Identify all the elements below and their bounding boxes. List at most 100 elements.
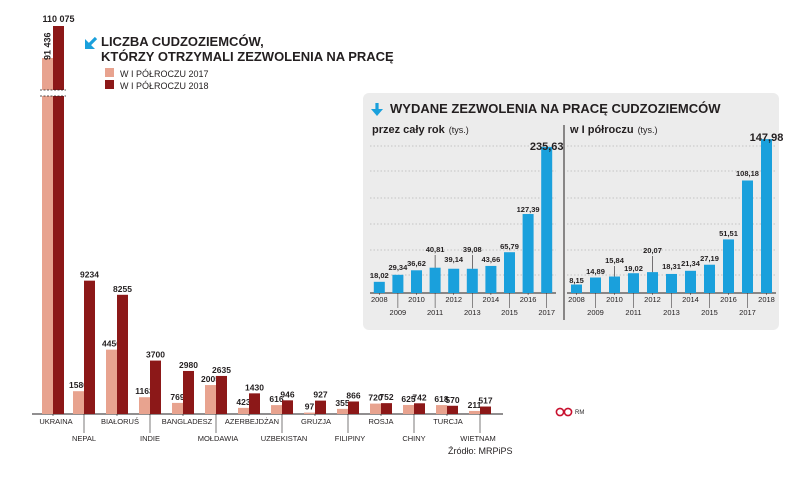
inset-half-year-chart: 8,15 2008 14,89 2009 15,84 2010 19,02 2011 20,07… (567, 132, 783, 317)
inset-year-label-2008: 2008 (371, 295, 388, 304)
inset-year-label-2018: 2018 (758, 295, 775, 304)
legend-label-2018: W I PÓŁROCZU 2018 (120, 81, 209, 91)
value-label-2018-turcja: 570 (445, 395, 459, 405)
inset-bar-2014 (485, 265, 497, 293)
category-label-ukraina: UKRAINA (39, 417, 72, 426)
inset-value-label-2013: 39,08 (463, 245, 482, 254)
inset-value-label-2013: 18,31 (662, 262, 681, 271)
inset-yearly-chart: 18,02 2008 29,34 2009 36,62 2010 40,81 2011 39,1… (370, 141, 564, 317)
legend: W I PÓŁROCZU 2017 W I PÓŁROCZU 2018 (105, 68, 209, 91)
inset-right-subtitle: w I półroczu (tys.) (569, 124, 658, 136)
inset-bar-2012 (448, 268, 460, 293)
value-label-2017-uzbekistan: 616 (269, 394, 283, 404)
value-label-2018-azerbejdżan: 1430 (245, 382, 264, 392)
inset-left-subtitle: przez cały rok (tys.) (372, 124, 469, 136)
inset-value-label-2010: 15,84 (605, 256, 625, 265)
inset-year-label-2016: 2016 (720, 295, 737, 304)
value-label-2017-indie: 1163 (135, 386, 154, 396)
inset-bar-2015 (504, 252, 515, 293)
category-label-rosja: ROSJA (368, 417, 393, 426)
inset-bar-2017 (742, 180, 753, 293)
value-label-2017-gruzja: 97 (305, 402, 315, 412)
value-label-2017-białoruś: 4456 (102, 339, 121, 349)
value-label-2018-uzbekistan: 946 (280, 389, 294, 399)
bar-2018-mołdawia (216, 375, 227, 414)
bar-2017-ukraina (42, 58, 53, 414)
bar-2017-uzbekistan (271, 405, 282, 414)
inset-year-label-2017: 2017 (739, 308, 756, 317)
inset-value-label-2017: 108,18 (736, 169, 759, 178)
legend-swatch-2017 (105, 68, 114, 77)
inset-year-label-2013: 2013 (464, 308, 481, 317)
inset-year-label-2010: 2010 (606, 295, 623, 304)
value-label-2018-rosja: 752 (379, 392, 393, 402)
category-label-mołdawia: MOŁDAWIA (198, 434, 239, 443)
value-label-2018-filipiny: 866 (346, 390, 360, 400)
inset-value-label-2016: 127,39 (517, 205, 540, 214)
inset-bar-2016 (522, 214, 534, 293)
value-label-2017-chiny: 625 (401, 394, 415, 404)
inset-value-label-2012: 20,07 (643, 246, 662, 255)
bar-2018-gruzja (315, 400, 326, 414)
inset-bar-2018 (761, 139, 772, 293)
inset-value-label-2010: 36,62 (407, 259, 426, 268)
inset-bar-2011 (628, 273, 639, 293)
value-label-2017-rosja: 720 (368, 393, 382, 403)
bar-2017-gruzja (304, 412, 315, 414)
value-label-2018-bangladesz: 2980 (179, 360, 198, 370)
inset-value-label-2008: 18,02 (370, 271, 389, 280)
inset-year-label-2014: 2014 (483, 295, 500, 304)
inset-bar-2010 (609, 276, 620, 293)
value-label-2018-wietnam: 517 (478, 396, 492, 406)
main-title-line-2: KTÓRZY OTRZYMALI ZEZWOLENIA NA PRACĘ (101, 49, 394, 64)
value-label-2017-filipiny: 355 (335, 398, 349, 408)
bar-2018-białoruś (117, 294, 128, 414)
bar-2017-wietnam (469, 410, 480, 414)
bar-2018-chiny (414, 403, 425, 414)
inset-year-label-2012: 2012 (445, 295, 462, 304)
inset-year-label-2012: 2012 (644, 295, 661, 304)
value-label-2017-ukraina: 91 436 (43, 32, 53, 60)
category-label-chiny: CHINY (402, 434, 425, 443)
bar-2017-białoruś (106, 349, 117, 414)
category-label-wietnam: WIETNAM (460, 434, 495, 443)
bar-2018-uzbekistan (282, 400, 293, 414)
inset-value-label-2017: 235,63 (530, 141, 564, 153)
category-label-białoruś: BIAŁORUŚ (101, 417, 139, 426)
inset-value-label-2011: 19,02 (624, 264, 643, 273)
category-label-turcja: TURCJA (433, 417, 463, 426)
inset-bar-2015 (704, 264, 715, 293)
inset-value-label-2008: 8,15 (569, 276, 584, 285)
bar-2017-mołdawia (205, 385, 216, 414)
inset-value-label-2009: 29,34 (389, 263, 409, 272)
inset-value-label-2016: 51,51 (719, 229, 738, 238)
inset-year-label-2010: 2010 (408, 295, 425, 304)
bar-2018-filipiny (348, 401, 359, 414)
category-label-uzbekistan: UZBEKISTAN (261, 434, 308, 443)
inset-bar-2011 (429, 267, 441, 293)
inset-title-group: WYDANE ZEZWOLENIA NA PRACĘ CUDZOZIEMCÓW (371, 101, 721, 116)
inset-year-label-2011: 2011 (427, 308, 443, 317)
category-label-gruzja: GRUZJA (301, 417, 331, 426)
arrow-down-icon (371, 103, 383, 116)
inset-value-label-2014: 21,34 (681, 259, 701, 268)
main-bar-chart: 91 436 110 075 UKRAINA 1580 9234 NEPAL 4456 825… (32, 14, 503, 443)
bar-2018-wietnam (480, 406, 491, 414)
bar-2017-bangladesz (172, 402, 183, 414)
bar-2018-indie (150, 360, 161, 414)
category-label-nepal: NEPAL (72, 434, 96, 443)
bar-2018-rosja (381, 403, 392, 414)
main-title-line-1: LICZBA CUDZOZIEMCÓW, (101, 34, 264, 49)
legend-swatch-2018 (105, 80, 114, 89)
value-label-2017-mołdawia: 2005 (201, 374, 220, 384)
source-note: Źródło: MRPiPS (448, 446, 513, 456)
inset-year-label-2014: 2014 (682, 295, 699, 304)
bar-2017-filipiny (337, 408, 348, 414)
main-title-group: LICZBA CUDZOZIEMCÓW, KTÓRZY OTRZYMALI ZE… (85, 34, 394, 64)
inset-value-label-2014: 43,66 (482, 255, 501, 264)
inset-year-label-2015: 2015 (701, 308, 718, 317)
value-label-2018-ukraina: 110 075 (42, 14, 74, 24)
inset-title: WYDANE ZEZWOLENIA NA PRACĘ CUDZOZIEMCÓW (390, 101, 721, 116)
inset-year-label-2008: 2008 (568, 295, 585, 304)
inset-year-label-2009: 2009 (390, 308, 407, 317)
